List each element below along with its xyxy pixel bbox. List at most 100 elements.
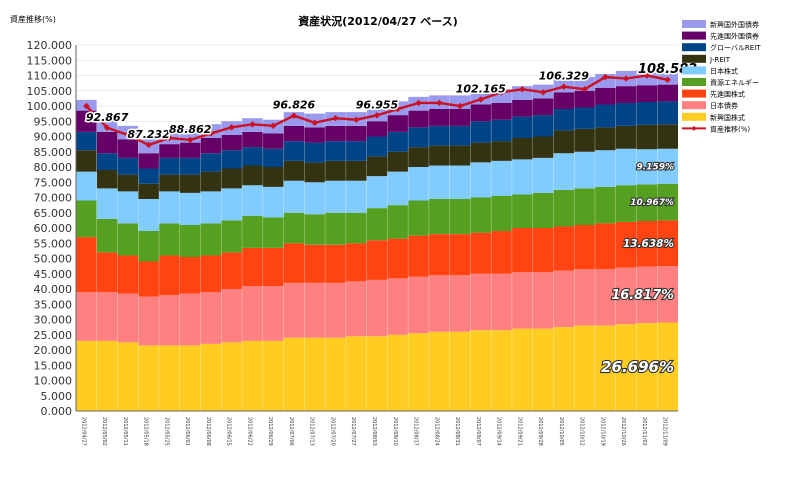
legend-entry: 新興国外国債券 (710, 20, 759, 29)
total-line-point (498, 89, 505, 96)
total-line-point (311, 119, 318, 126)
x-tick-label: 2012/07/20 (329, 417, 335, 446)
y-tick-label: 70.000 (34, 192, 73, 205)
chart-title: 資産状況(2012/04/27 ベース) (298, 14, 458, 28)
x-tick-label: 2012/04/27 (80, 417, 86, 446)
axes: 0.000 5.000 10.000 15.000 20.000 25.000 30.000… (27, 39, 678, 446)
peak-value-label: 96.955 (356, 98, 399, 111)
total-line-point (270, 122, 277, 130)
legend-entry: 日本株式 (710, 66, 738, 75)
total-line-point (539, 89, 547, 96)
x-tick-label: 2012/08/10 (392, 417, 398, 446)
total-line-point (622, 75, 630, 82)
peak-value-label: 96.826 (273, 99, 316, 112)
legend-swatch (682, 31, 706, 40)
legend-swatch (682, 78, 706, 86)
legend-entry: J-REIT (709, 56, 731, 64)
y-tick-label: 100.000 (27, 100, 73, 113)
total-line-point (456, 102, 464, 110)
x-tick-label: 2012/10/05 (558, 417, 564, 446)
x-tick-label: 2012/10/12 (579, 417, 585, 446)
x-tick-label: 2012/05/11 (122, 417, 128, 446)
x-tick-label: 2012/07/06 (288, 417, 294, 446)
peak-value-label: 92.867 (86, 111, 129, 124)
peak-value-label: 87.232 (127, 128, 170, 141)
y-tick-label: 50.000 (34, 253, 73, 266)
legend-swatch (682, 43, 706, 52)
x-tick-label: 2012/10/19 (599, 417, 605, 446)
y-tick-label: 15.000 (34, 359, 73, 372)
y-tick-label: 55.000 (34, 237, 73, 250)
y-tick-label: 65.000 (34, 207, 73, 220)
area-series (76, 84, 678, 169)
y-tick-label: 45.000 (34, 268, 73, 281)
legend-entry: グローバルREIT (710, 43, 761, 52)
x-tick-label: 2012/09/14 (496, 417, 502, 446)
total-line-point (207, 130, 215, 137)
x-tick-label: 2012/05/18 (143, 417, 149, 446)
total-line-point (124, 131, 132, 139)
x-tick-label: 2012/06/15 (226, 417, 232, 446)
x-tick-label: 2012/09/21 (516, 417, 522, 446)
share-label: 16.817% (611, 288, 674, 303)
share-label: 13.638% (623, 238, 674, 250)
y-tick-label: 20.000 (34, 344, 73, 357)
x-tick-label: 2012/10/26 (620, 417, 626, 446)
total-line-point (166, 134, 173, 142)
peak-value-label: 106.329 (539, 70, 589, 83)
total-line-point (581, 86, 588, 93)
total-line-point (228, 124, 235, 131)
total-line-point (186, 136, 194, 144)
share-label: 9.159% (637, 162, 675, 172)
total-line-point (519, 86, 526, 93)
area-series (76, 220, 678, 297)
total-line-point (643, 72, 651, 79)
y-tick-label: 85.000 (34, 146, 73, 159)
legend-swatch (682, 89, 706, 98)
y-tick-label: 40.000 (34, 283, 73, 296)
y-tick-label: 0.000 (41, 405, 73, 418)
total-line-point (249, 121, 256, 128)
total-line-point (436, 99, 443, 107)
total-line (83, 72, 671, 149)
total-line-point (83, 102, 90, 110)
y-axis-label: 資産推移(%) (10, 14, 56, 24)
legend-swatch (682, 101, 706, 110)
x-tick-label: 2012/08/17 (413, 417, 419, 446)
legend-marker (691, 125, 697, 131)
y-tick-label: 105.000 (27, 85, 73, 98)
x-tick-label: 2012/06/29 (267, 417, 273, 446)
x-tick-label: 2012/08/24 (433, 417, 439, 446)
y-tick-label: 110.000 (27, 70, 73, 83)
y-tick-label: 95.000 (34, 115, 73, 128)
total-line-point (290, 112, 298, 119)
total-line-point (394, 105, 401, 113)
y-tick-label: 80.000 (34, 161, 73, 174)
total-line-point (332, 115, 339, 122)
y-tick-label: 115.000 (27, 54, 73, 67)
x-tick-label: 2012/08/03 (371, 417, 377, 446)
x-tick-label: 2012/11/02 (641, 417, 647, 446)
legend-entry: 資産推移(%) (710, 124, 750, 133)
peak-value-label: 102.165 (456, 82, 506, 95)
x-tick-label: 2012/09/07 (475, 417, 481, 446)
legend-entry: 先進国外国債券 (710, 32, 759, 41)
area-series (76, 148, 678, 232)
total-line-point (477, 96, 484, 103)
share-label: 26.696% (601, 358, 674, 376)
y-tick-label: 35.000 (34, 298, 73, 311)
stacked-areas (76, 69, 678, 411)
total-line-point (560, 83, 568, 90)
legend-swatch (682, 112, 706, 121)
y-tick-label: 60.000 (34, 222, 73, 235)
y-tick-label: 75.000 (34, 176, 73, 189)
x-tick-label: 2012/06/22 (246, 417, 252, 446)
x-tick-label: 2012/08/31 (454, 417, 460, 446)
x-tick-label: 2012/07/27 (350, 417, 356, 446)
legend-entry: 資源エネルギー (710, 78, 759, 87)
total-line-point (103, 124, 111, 131)
y-tick-label: 30.000 (34, 314, 73, 327)
area-series (76, 183, 678, 262)
